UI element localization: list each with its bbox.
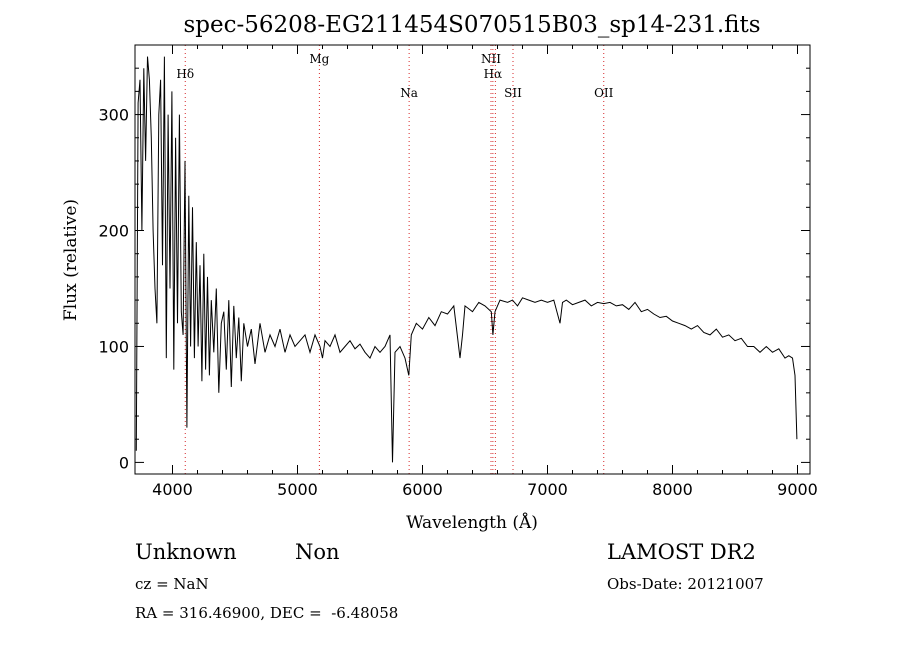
x-tick-label-4000: 4000 (152, 480, 193, 499)
redshift-value: cz = NaN (135, 575, 209, 593)
line-label-0: Hδ (176, 67, 194, 81)
chart-title: spec-56208-EG211454S070515B03_sp14-231.f… (183, 12, 760, 38)
survey-name: LAMOST DR2 (607, 540, 756, 564)
line-label-2: Na (400, 86, 418, 100)
object-subclass: Non (295, 540, 340, 564)
x-tick-label-9000: 9000 (777, 480, 818, 499)
spectrum-series (135, 56, 798, 463)
x-tick-label-8000: 8000 (652, 480, 693, 499)
plot-frame (134, 44, 811, 475)
y-tick-label-200: 200 (98, 222, 129, 241)
coordinates: RA = 316.46900, DEC = -6.48058 (135, 604, 399, 622)
line-label-7: OII (594, 86, 614, 100)
y-tick-label-100: 100 (98, 337, 129, 356)
observation-date: Obs-Date: 20121007 (607, 575, 764, 593)
y-tick-label-300: 300 (98, 106, 129, 125)
x-tick-label-7000: 7000 (527, 480, 568, 499)
plot-axes: 4000 5000 6000 7000 8000 9000 0 100 200 300 (98, 44, 818, 499)
line-label-4: Hα (484, 67, 503, 81)
x-tick-label-5000: 5000 (277, 480, 318, 499)
x-tick-label-6000: 6000 (402, 480, 443, 499)
y-axis-label: Flux (relative) (61, 199, 81, 321)
y-tick-label-0: 0 (119, 453, 129, 472)
line-label-1: Mg (309, 52, 329, 66)
line-label-6: SII (504, 86, 522, 100)
x-axis-label: Wavelength (Å) (406, 512, 538, 533)
object-class: Unknown (135, 540, 237, 564)
line-label-3: NII (481, 52, 501, 66)
spectrum-line-0 (135, 56, 798, 463)
